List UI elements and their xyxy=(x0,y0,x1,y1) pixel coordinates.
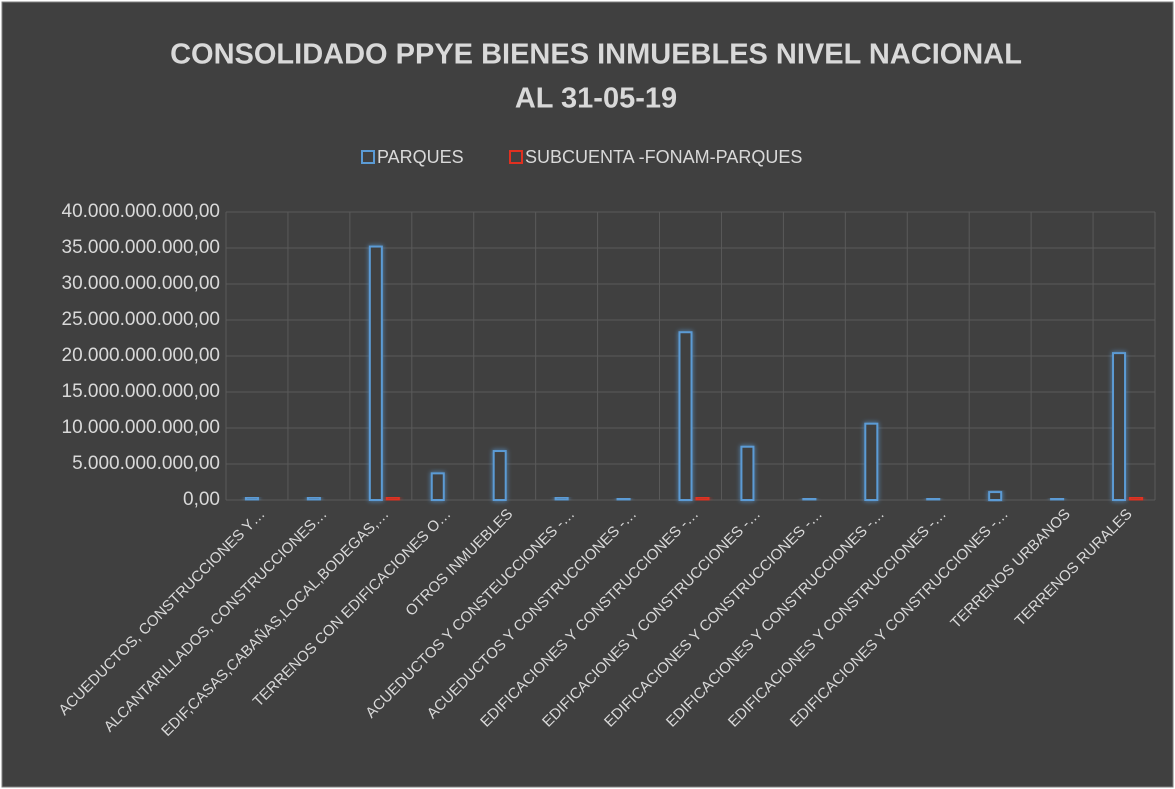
y-tick-label: 5.000.000.000,00 xyxy=(72,453,220,474)
y-tick-label: 20.000.000.000,00 xyxy=(62,345,221,366)
legend-label: SUBCUENTA -FONAM-PARQUES xyxy=(525,147,802,167)
bar xyxy=(864,422,879,501)
bar xyxy=(1129,496,1144,501)
bar xyxy=(554,496,569,501)
bar xyxy=(988,491,1003,501)
legend-swatch xyxy=(361,150,375,164)
y-tick-label: 25.000.000.000,00 xyxy=(62,309,221,330)
bar xyxy=(368,245,383,501)
bar xyxy=(926,497,941,501)
bar xyxy=(695,496,710,501)
bar xyxy=(1112,352,1127,501)
bar xyxy=(306,496,321,501)
legend-swatch xyxy=(509,150,523,164)
bar xyxy=(385,496,400,501)
bar xyxy=(802,497,817,501)
y-tick-label: 10.000.000.000,00 xyxy=(62,417,221,438)
y-tick-label: 35.000.000.000,00 xyxy=(62,237,221,258)
y-tick-label: 15.000.000.000,00 xyxy=(62,381,221,402)
y-tick-label: 0,00 xyxy=(183,489,220,510)
bar xyxy=(678,331,693,501)
y-tick-label: 40.000.000.000,00 xyxy=(62,201,221,222)
bar xyxy=(616,497,631,501)
bar xyxy=(244,496,259,501)
bar xyxy=(430,472,445,501)
y-tick-label: 30.000.000.000,00 xyxy=(62,273,221,294)
bar xyxy=(740,445,755,501)
legend-label: PARQUES xyxy=(377,147,464,167)
chart-title: CONSOLIDADO PPYE BIENES INMUEBLES NIVEL … xyxy=(170,39,1022,71)
bar xyxy=(1050,497,1065,501)
bar xyxy=(492,450,507,502)
chart-title: AL 31-05-19 xyxy=(515,83,677,115)
